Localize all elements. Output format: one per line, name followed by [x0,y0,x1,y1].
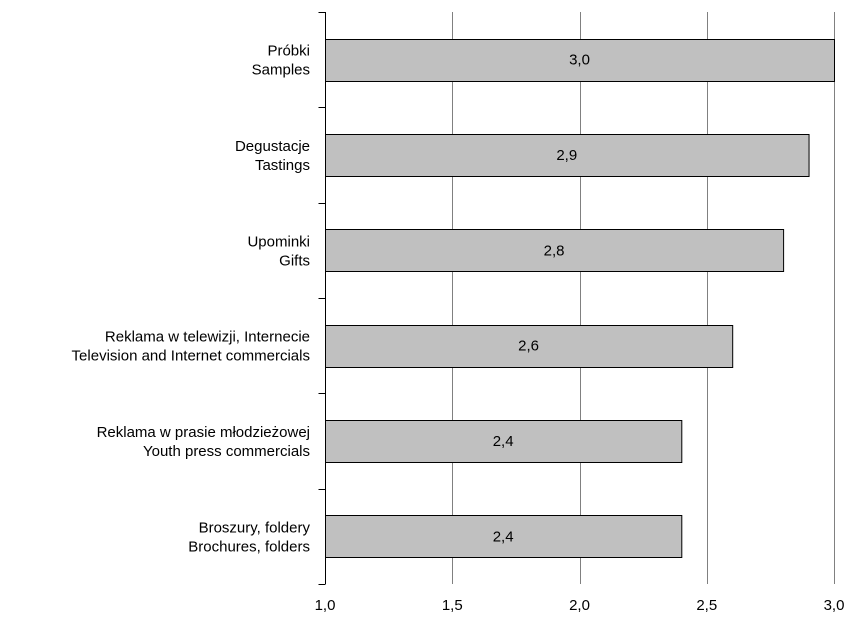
x-tick-label: 3,0 [824,597,845,614]
x-tick-label: 2,0 [569,597,590,614]
bar-data-labels: 3,0 2,9 2,8 2,6 2,4 2,4 [493,52,590,546]
bar [325,229,785,272]
category-label: Upominki Gifts [247,233,310,269]
category-label: Reklama w telewizji, Internecie Televisio… [72,329,310,365]
bar-data-label: 2,8 [544,242,565,259]
bar-data-label: 3,0 [569,52,590,69]
gridlines [452,12,835,584]
category-label: Degustacje Tastings [235,138,310,174]
category-label: Reklama w prasie młodzieżowej Youth press… [97,424,310,460]
bar-data-label: 2,4 [493,433,514,450]
category-labels: Próbki Samples Degustacje Tastings Upominki G… [72,43,311,556]
bars [325,39,835,558]
x-tick-label: 1,5 [442,597,463,614]
bar-data-label: 2,4 [493,528,514,545]
x-tick-label: 1,0 [315,597,336,614]
bar [325,134,810,177]
bar-data-label: 2,9 [556,147,577,164]
axes [318,12,326,585]
category-label: Próbki Samples [252,43,310,79]
bar-data-label: 2,6 [518,338,539,355]
x-tick-label: 2,5 [696,597,717,614]
x-tick-labels: 1,0 1,5 2,0 2,5 3,0 [315,597,845,614]
bar [325,39,835,82]
category-label: Broszury, foldery Brochures, folders [188,519,310,555]
